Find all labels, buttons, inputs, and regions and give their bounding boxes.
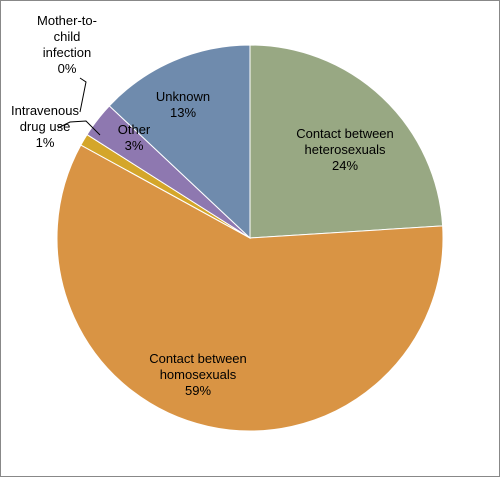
value-label: 13% <box>169 105 197 120</box>
pie-slice <box>249 44 444 239</box>
slice-label: Contact between homosexuals 59% <box>143 351 253 399</box>
category-label: Contact between homosexuals <box>149 351 247 382</box>
pie-slice <box>56 144 444 432</box>
slice-label: Unknown 13% <box>143 89 223 121</box>
slice-label: Mother-to-child infection 0% <box>31 13 103 77</box>
value-label: 0% <box>57 61 77 76</box>
category-label: Other <box>117 122 151 137</box>
value-label: 24% <box>331 158 359 173</box>
category-label: Contact between heterosexuals <box>296 126 394 157</box>
value-label: 3% <box>124 138 144 153</box>
category-label: Intravenous drug use <box>11 103 79 134</box>
slice-label: Other 3% <box>104 122 164 154</box>
pie-slice <box>108 44 251 240</box>
leader-line <box>57 120 101 136</box>
slice-label: Intravenous drug use 1% <box>0 103 93 151</box>
value-label: 59% <box>184 383 212 398</box>
value-label: 1% <box>35 135 55 150</box>
leader-line <box>79 77 87 113</box>
category-label: Mother-to-child infection <box>37 13 97 60</box>
category-label: Unknown <box>155 89 211 104</box>
slice-label: Contact between heterosexuals 24% <box>290 126 400 174</box>
